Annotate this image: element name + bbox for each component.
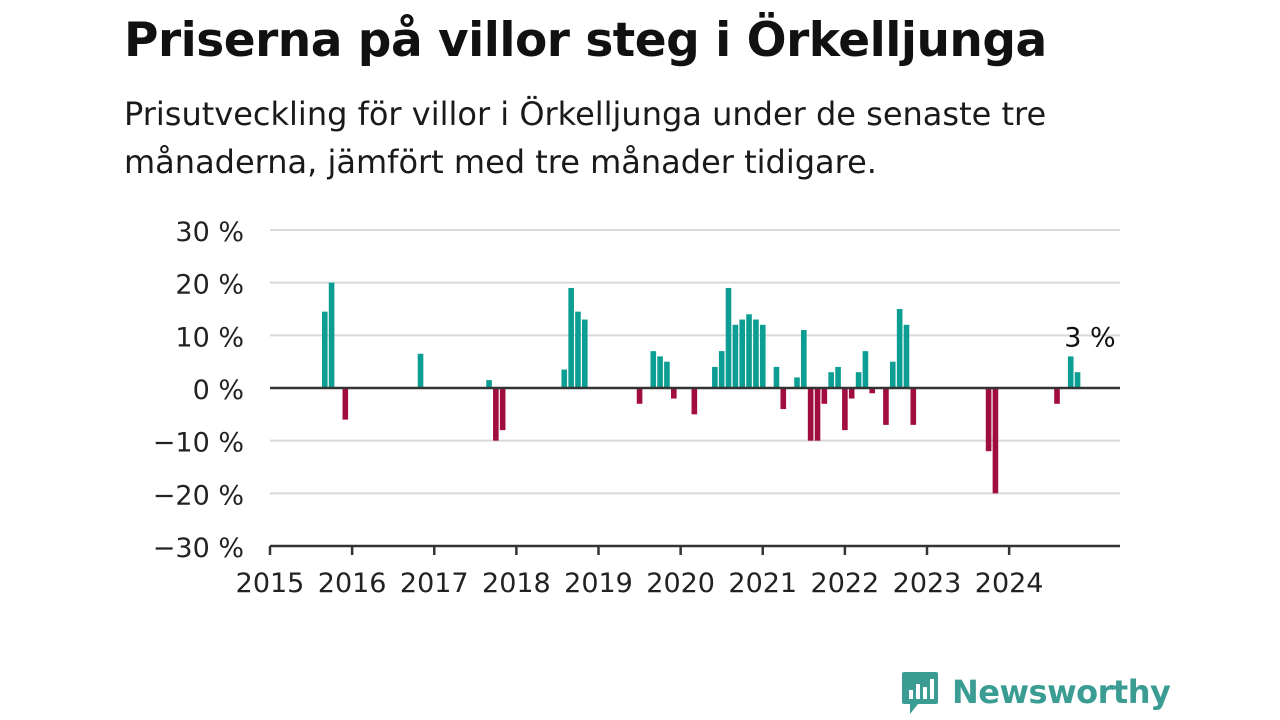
newsworthy-logo-text: Newsworthy [952,673,1171,711]
bar [486,380,492,388]
bar [794,377,800,388]
bar [561,369,568,388]
x-tick-label: 2018 [482,568,551,599]
bar [903,324,910,388]
x-tick-label: 2022 [811,568,880,599]
newsworthy-logo: Newsworthy [900,668,1171,716]
bar [581,319,588,388]
bar [328,282,335,388]
bar [862,351,869,388]
bar [657,356,663,388]
bar [671,388,677,399]
bar [814,388,821,441]
bar [773,366,780,388]
bar [807,388,814,441]
x-tick-label: 2020 [646,568,715,599]
bar [342,388,349,420]
bar [746,314,752,388]
bar [910,388,917,425]
bar [321,311,328,388]
y-tick-label: 10 % [175,322,244,353]
x-tick-label: 2024 [975,568,1044,599]
bar [992,388,999,494]
bar [650,351,657,388]
bar [575,311,581,388]
y-tick-label: 30 % [175,217,244,248]
y-tick-label: −20 % [153,480,244,511]
bar [883,388,889,425]
bar [568,287,574,388]
bar [1067,356,1074,388]
bar [842,388,848,431]
y-tick-label: −30 % [153,533,244,564]
x-tick-label: 2016 [318,568,387,599]
chart-title: Priserna på villor steg i Örkelljunga [124,13,1047,68]
bar [636,388,643,404]
bar [718,351,725,388]
bar [732,324,739,388]
bar [896,309,903,388]
bar [855,372,862,388]
x-tick-label: 2017 [400,568,469,599]
chart-subtitle: Prisutveckling för villor i Örkelljunga … [124,95,1047,181]
y-tick-label: −10 % [153,428,244,459]
bar [712,366,718,388]
bar [985,388,992,452]
bar [725,287,732,388]
newsworthy-logo-icon [902,672,938,714]
bar [753,319,759,388]
bar [493,388,499,441]
bar-annotation: 3 % [1064,322,1115,353]
bar [417,353,424,388]
x-tick-label: 2021 [728,568,797,599]
bar [869,388,876,394]
y-tick-label: 0 % [193,375,244,406]
bar [889,361,896,388]
bar [828,372,834,388]
bar [1074,372,1081,388]
bar [848,388,855,399]
bar [835,366,841,388]
bar [759,324,766,388]
bar [780,388,787,410]
bar [821,388,828,404]
x-tick-label: 2023 [893,568,962,599]
bar [691,388,698,415]
bar [499,388,506,431]
bar [739,319,746,388]
bar [664,361,670,388]
x-tick-label: 2015 [236,568,305,599]
bar [1054,388,1060,404]
x-tick-label: 2019 [564,568,633,599]
bar [801,330,807,388]
y-tick-label: 20 % [175,270,244,301]
